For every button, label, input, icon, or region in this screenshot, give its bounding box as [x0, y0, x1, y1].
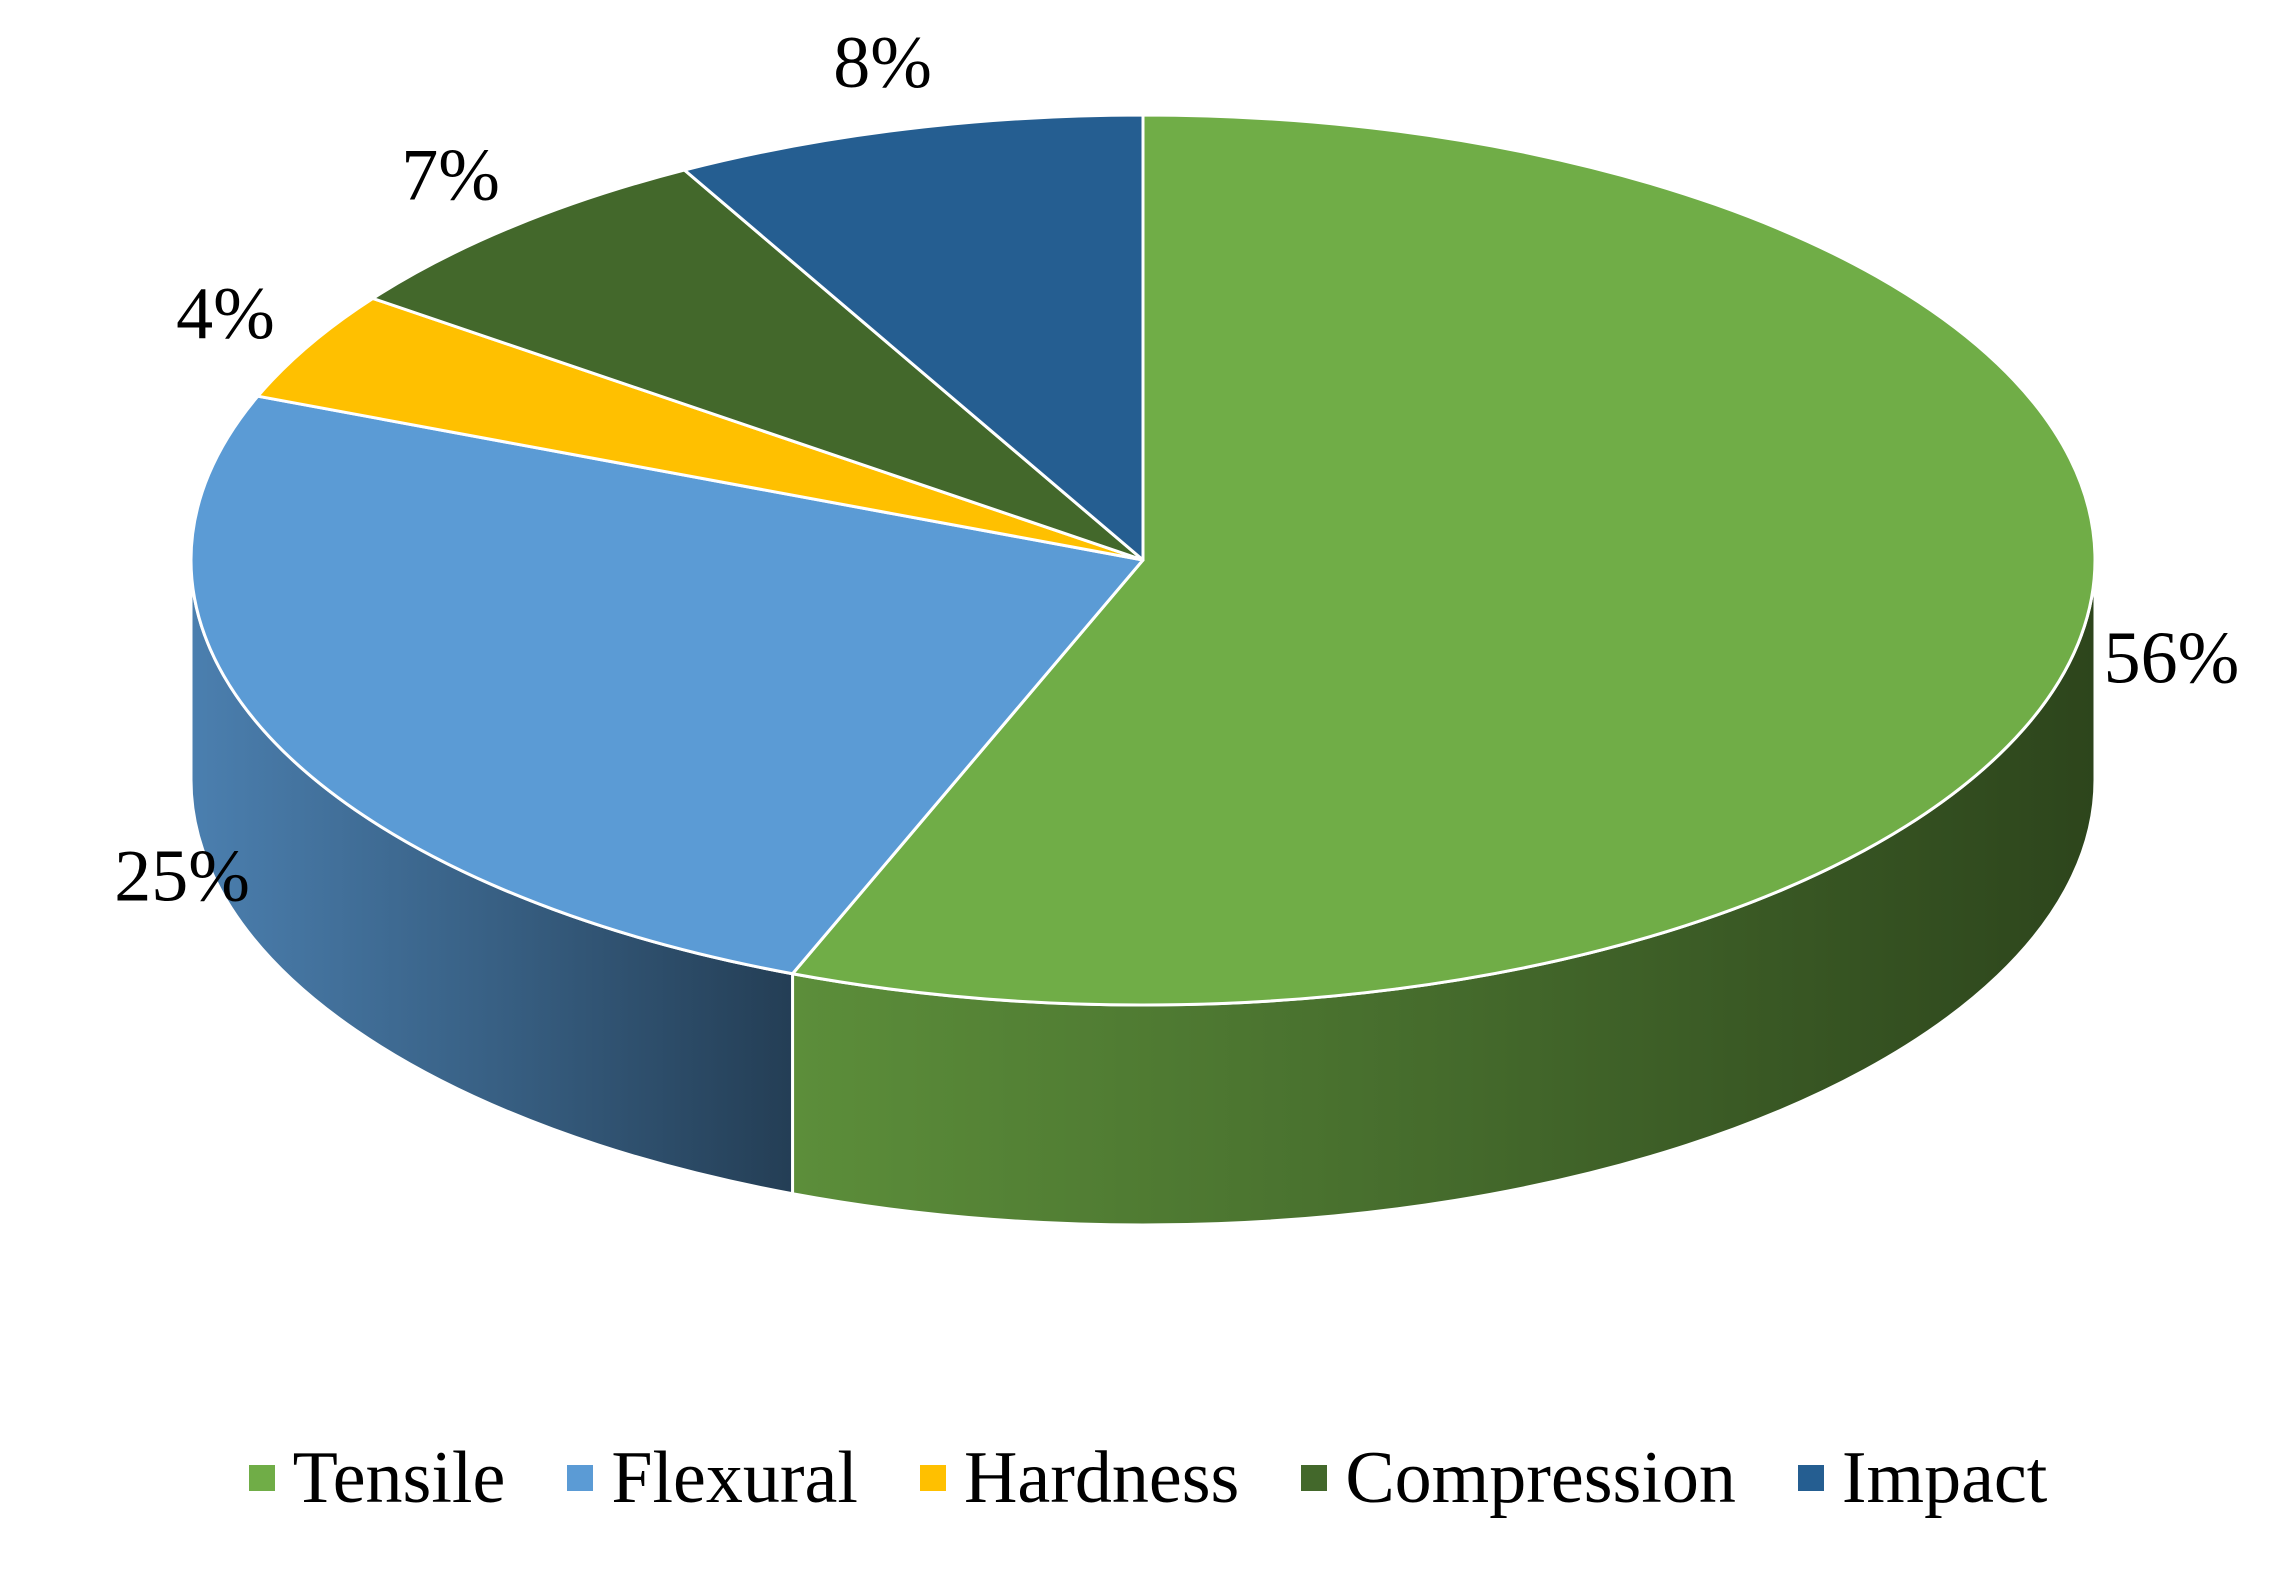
legend-label: Compression [1345, 1437, 1736, 1519]
data-labels: 56% 25% 4% 7% 8% [114, 22, 2239, 917]
legend-item-compression: Compression [1301, 1441, 1736, 1515]
legend-item-hardness: Hardness [919, 1437, 1240, 1519]
data-label-impact: 8% [833, 22, 932, 104]
legend-label: Flexural [611, 1437, 858, 1519]
slice-compression [371, 168, 1145, 562]
legend-item-impact: Impact [1797, 1437, 2048, 1519]
legend-item-tensile: Tensile [248, 1437, 506, 1519]
legend-swatch-icon [248, 1465, 275, 1491]
slice-impact [682, 113, 1145, 562]
data-label-flexural: 25% [114, 836, 250, 918]
legend-swatch-icon [1301, 1465, 1328, 1491]
legend-label: Tensile [292, 1437, 506, 1519]
legend-swatch-icon [1797, 1465, 1824, 1491]
slice-hardness [256, 296, 1145, 562]
legend: Tensile Flexural Hardness Compression Impact [0, 1418, 2296, 1538]
data-label-hardness: 4% [176, 273, 275, 355]
data-label-compression: 7% [401, 135, 500, 217]
pie-top-faces [189, 113, 2097, 1007]
legend-swatch-icon [919, 1465, 946, 1491]
data-label-tensile: 56% [2104, 618, 2240, 700]
legend-label: Hardness [963, 1437, 1240, 1519]
legend-label: Impact [1841, 1437, 2048, 1519]
legend-item-flexural: Flexural [567, 1441, 858, 1515]
slice-tensile [791, 113, 2097, 1007]
slice-flexural [189, 394, 1145, 976]
legend-swatch-icon [567, 1465, 594, 1491]
